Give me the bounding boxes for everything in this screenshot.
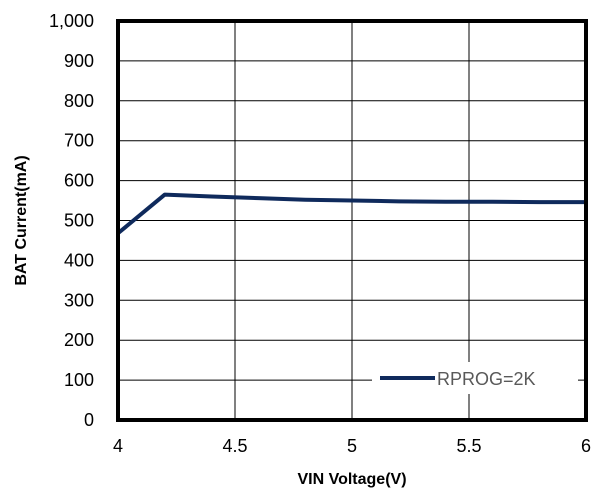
y-tick-label: 1,000 (49, 11, 94, 31)
x-tick-label: 6 (581, 436, 591, 456)
y-axis-title: BAT Current(mA) (13, 155, 30, 285)
y-tick-label: 300 (64, 290, 94, 310)
y-tick-label: 500 (64, 211, 94, 231)
y-tick-labels: 0 100 200 300 400 500 600 700 800 900 1,000 (49, 11, 94, 430)
x-tick-label: 4.5 (222, 436, 247, 456)
x-tick-labels: 4 4.5 5 5.5 6 (113, 436, 591, 456)
x-tick-label: 5 (347, 436, 357, 456)
legend: RPROG=2K (372, 362, 578, 394)
x-tick-label: 5.5 (456, 436, 481, 456)
y-tick-label: 0 (84, 410, 94, 430)
x-tick-label: 4 (113, 436, 123, 456)
y-tick-label: 100 (64, 370, 94, 390)
plot-frame (116, 19, 588, 422)
y-tick-label: 600 (64, 171, 94, 191)
legend-label: RPROG=2K (437, 369, 536, 389)
y-tick-label: 800 (64, 91, 94, 111)
y-tick-label: 400 (64, 250, 94, 270)
y-tick-label: 700 (64, 131, 94, 151)
y-tick-label: 200 (64, 330, 94, 350)
grid-lines (117, 20, 587, 421)
series-layer (116, 192, 586, 235)
y-tick-label: 900 (64, 51, 94, 71)
series-line (116, 192, 586, 235)
x-axis-title: VIN Voltage(V) (297, 471, 406, 488)
